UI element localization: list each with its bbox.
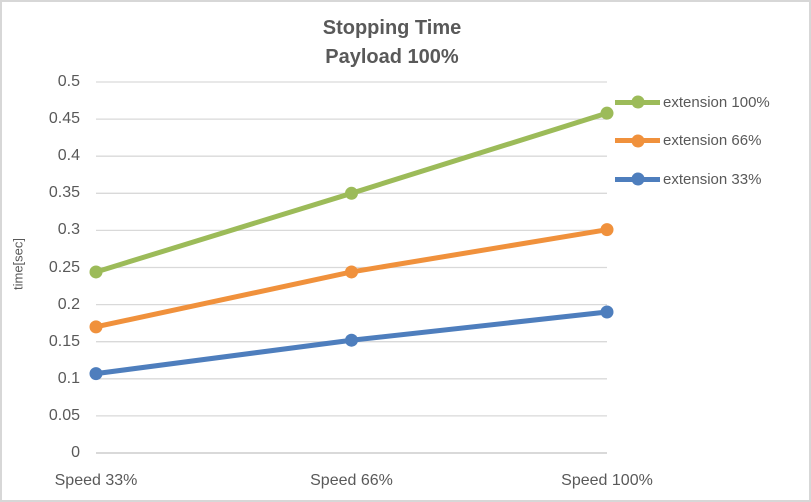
y-tick-label: 0.1 bbox=[57, 369, 80, 387]
legend-marker-icon bbox=[631, 172, 644, 186]
y-tick-label: 0.5 bbox=[57, 73, 80, 90]
y-tick-label: 0.05 bbox=[48, 406, 80, 424]
data-point-marker bbox=[345, 186, 358, 200]
y-tick-label: 0.35 bbox=[48, 184, 80, 202]
x-category-label: Speed 33% bbox=[54, 472, 138, 489]
x-category-label: Speed 66% bbox=[310, 472, 393, 489]
y-tick-label: 0.4 bbox=[57, 147, 80, 165]
y-tick-label: 0 bbox=[71, 444, 80, 461]
legend-item[interactable]: extension 33% bbox=[615, 169, 761, 189]
data-point-marker bbox=[89, 367, 103, 381]
legend-line-swatch bbox=[615, 95, 660, 109]
data-point-marker bbox=[600, 305, 614, 319]
legend-label: extension 100% bbox=[663, 93, 770, 111]
chart-title: Stopping Time bbox=[322, 17, 462, 39]
x-category-label: Speed 100% bbox=[561, 472, 653, 489]
legend-label: extension 33% bbox=[663, 170, 762, 188]
data-point-marker bbox=[345, 333, 358, 347]
data-point-marker bbox=[89, 320, 103, 334]
y-tick-label: 0.15 bbox=[48, 332, 80, 350]
legend-item[interactable]: extension 100% bbox=[615, 92, 770, 112]
y-tick-label: 0.2 bbox=[57, 295, 80, 313]
data-point-marker bbox=[345, 265, 358, 279]
legend-line-swatch bbox=[615, 172, 660, 186]
y-tick-label: 0.45 bbox=[48, 110, 80, 128]
chart-subtitle: Payload 100% bbox=[325, 46, 459, 68]
data-point-marker bbox=[89, 265, 103, 279]
legend-marker-icon bbox=[631, 134, 644, 147]
data-point-marker bbox=[600, 106, 614, 120]
y-tick-label: 0.25 bbox=[48, 258, 80, 276]
legend-label: extension 66% bbox=[663, 132, 762, 149]
legend-line-swatch bbox=[615, 134, 660, 147]
chart-title-block: Stopping Time Payload 100% bbox=[2, 14, 782, 72]
legend-item[interactable]: extension 66% bbox=[615, 131, 761, 151]
legend-marker-icon bbox=[631, 95, 644, 109]
y-tick-label: 0.3 bbox=[57, 221, 80, 239]
data-point-marker bbox=[600, 223, 614, 237]
